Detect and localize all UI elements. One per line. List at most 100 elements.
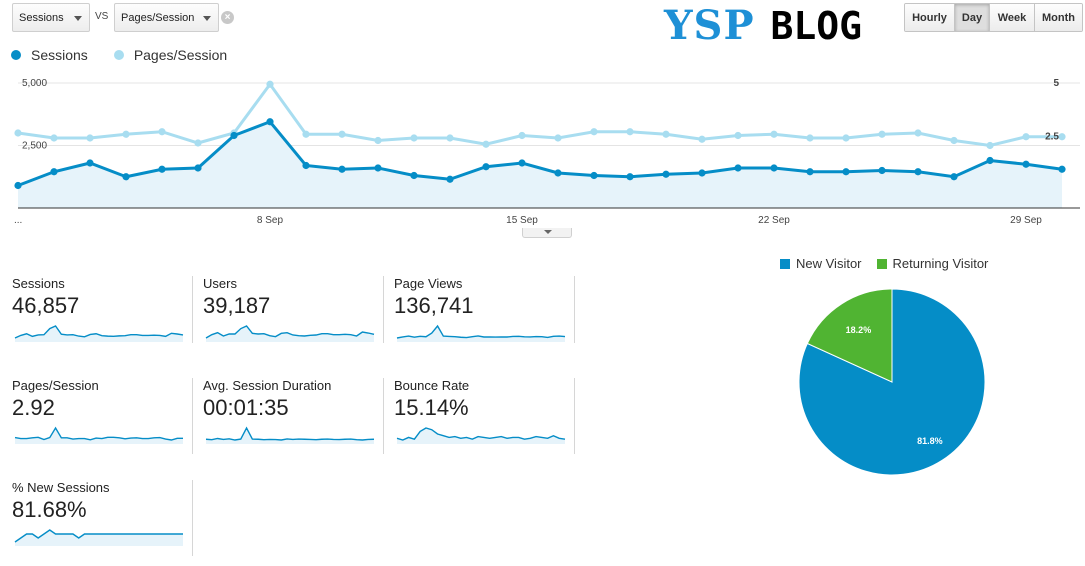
- metric-bounce-rate[interactable]: Bounce Rate 15.14%: [394, 378, 576, 458]
- sessions-point[interactable]: [770, 164, 778, 172]
- tile-divider: [192, 378, 193, 454]
- hourly-button[interactable]: Hourly: [905, 4, 955, 31]
- x-axis-tick: 22 Sep: [758, 215, 790, 226]
- pages-session-point[interactable]: [1022, 133, 1030, 141]
- right-axis-tick: 2.5: [1045, 132, 1059, 143]
- pie-slice-label: 18.2%: [846, 325, 872, 335]
- pages-session-point[interactable]: [266, 80, 274, 88]
- sessions-point[interactable]: [122, 173, 130, 181]
- legend-item-sessions[interactable]: Sessions: [11, 47, 88, 63]
- pages-session-point[interactable]: [626, 128, 634, 136]
- sessions-point[interactable]: [302, 161, 310, 170]
- pages-session-point[interactable]: [374, 136, 382, 145]
- sessions-point[interactable]: [338, 165, 346, 173]
- sessions-point[interactable]: [806, 168, 814, 176]
- pages-session-point[interactable]: [554, 134, 562, 142]
- metric-users[interactable]: Users 39,187: [203, 276, 385, 356]
- sessions-point[interactable]: [698, 169, 706, 177]
- sessions-point[interactable]: [374, 164, 382, 172]
- metric-sessions[interactable]: Sessions 46,857: [12, 276, 194, 356]
- week-button[interactable]: Week: [990, 4, 1035, 31]
- collapse-chart-tab[interactable]: [522, 228, 572, 238]
- sessions-point[interactable]: [950, 173, 958, 181]
- sessions-point[interactable]: [734, 164, 742, 172]
- pages-session-point[interactable]: [806, 134, 814, 142]
- legend-item-returning-visitor[interactable]: Returning Visitor: [876, 256, 989, 271]
- pages-session-point[interactable]: [122, 130, 130, 138]
- sparkline: [14, 426, 183, 444]
- pages-session-point[interactable]: [662, 130, 670, 138]
- pages-session-point[interactable]: [86, 134, 94, 142]
- metric-page-views[interactable]: Page Views 136,741: [394, 276, 576, 356]
- sessions-point[interactable]: [1058, 165, 1066, 173]
- sparkline-line: [396, 427, 566, 441]
- sessions-point[interactable]: [914, 168, 922, 176]
- pages-session-point[interactable]: [194, 139, 202, 147]
- sessions-point[interactable]: [194, 164, 202, 172]
- pages-session-point[interactable]: [14, 129, 22, 137]
- sessions-point[interactable]: [86, 159, 94, 167]
- metric-pages-session[interactable]: Pages/Session 2.92: [12, 378, 194, 458]
- sessions-point[interactable]: [842, 168, 850, 176]
- sparkline: [205, 426, 375, 444]
- metric-new-sessions[interactable]: % New Sessions 81.68%: [12, 480, 194, 560]
- sessions-point[interactable]: [14, 181, 22, 190]
- pages-session-point[interactable]: [302, 130, 310, 138]
- tile-divider: [383, 276, 384, 343]
- sessions-swatch: [11, 50, 21, 60]
- pages-session-point[interactable]: [698, 135, 706, 143]
- pages-session-point[interactable]: [590, 128, 598, 136]
- legend-label-new-visitor: New Visitor: [796, 256, 862, 271]
- sessions-point[interactable]: [446, 175, 454, 183]
- site-logo: YSP BLOG: [664, 4, 862, 49]
- pie-slice-new-visitor[interactable]: [798, 288, 986, 476]
- sessions-point[interactable]: [1022, 160, 1030, 168]
- pages-session-point[interactable]: [446, 134, 454, 142]
- metric-value: 2.92: [12, 395, 55, 420]
- sessions-point[interactable]: [50, 168, 58, 176]
- sessions-point[interactable]: [482, 163, 490, 171]
- pages-session-point[interactable]: [770, 130, 778, 138]
- pages-session-point[interactable]: [518, 131, 526, 140]
- pages-session-point[interactable]: [986, 141, 994, 150]
- legend-item-pages-session[interactable]: Pages/Session: [113, 47, 227, 63]
- sparkline-line: [205, 426, 375, 441]
- sessions-point[interactable]: [230, 131, 238, 140]
- legend-label-returning-visitor: Returning Visitor: [892, 256, 989, 271]
- metric-value: 15.14%: [394, 395, 469, 420]
- sessions-point[interactable]: [518, 159, 526, 167]
- day-button[interactable]: Day: [955, 4, 990, 31]
- pages-session-point[interactable]: [50, 134, 58, 142]
- month-button[interactable]: Month: [1035, 4, 1082, 31]
- pages-session-point[interactable]: [914, 129, 922, 137]
- sessions-point[interactable]: [662, 170, 670, 178]
- secondary-metric-dropdown[interactable]: Pages/Session: [114, 3, 219, 32]
- sparkline-line: [396, 324, 566, 339]
- remove-comparison-icon[interactable]: ×: [221, 11, 234, 24]
- pages-session-point[interactable]: [410, 134, 418, 142]
- sessions-point[interactable]: [626, 173, 634, 181]
- sessions-point[interactable]: [266, 118, 274, 126]
- pages-session-point[interactable]: [878, 130, 886, 138]
- pages-session-point[interactable]: [734, 131, 742, 140]
- pages-session-point[interactable]: [842, 134, 850, 142]
- pages-session-point[interactable]: [482, 140, 490, 148]
- left-axis-tick: 2,500: [22, 141, 47, 152]
- metric-label: Pages/Session: [12, 378, 99, 393]
- sessions-point[interactable]: [878, 166, 886, 175]
- legend-item-new-visitor[interactable]: New Visitor: [780, 256, 862, 271]
- sparkline-area: [397, 428, 565, 444]
- sessions-point[interactable]: [158, 165, 166, 173]
- pages-session-point[interactable]: [950, 136, 958, 145]
- pages-session-point[interactable]: [1058, 133, 1066, 141]
- sessions-point[interactable]: [986, 156, 994, 165]
- metric-avg-session-duration[interactable]: Avg. Session Duration 00:01:35: [203, 378, 385, 458]
- sessions-point[interactable]: [590, 171, 598, 180]
- sessions-point[interactable]: [410, 171, 418, 180]
- pie-slice-returning-visitor[interactable]: [806, 288, 893, 383]
- pages-session-point[interactable]: [338, 130, 346, 138]
- pages-session-point[interactable]: [158, 128, 166, 136]
- pie-slice-label: 81.8%: [917, 436, 943, 446]
- primary-metric-dropdown[interactable]: Sessions: [12, 3, 90, 32]
- sessions-point[interactable]: [554, 169, 562, 177]
